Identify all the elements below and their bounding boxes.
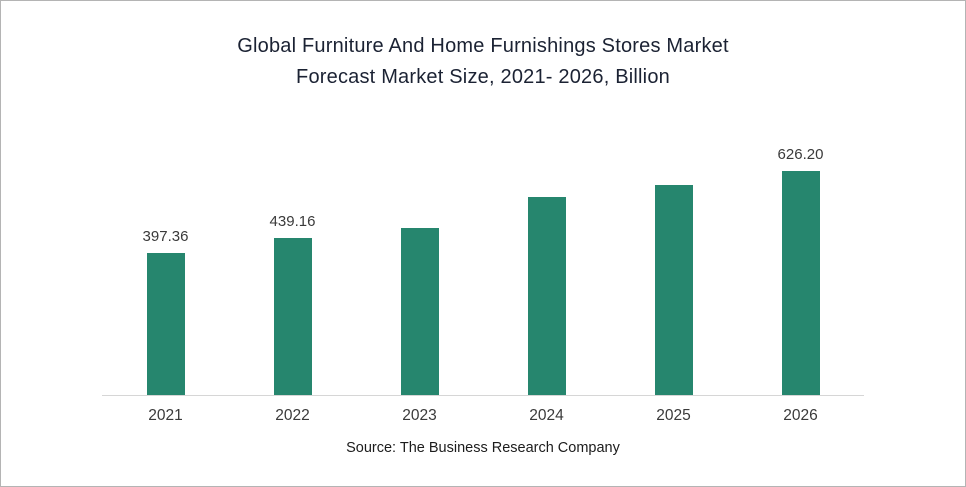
- chart-title-line2: Forecast Market Size, 2021- 2026, Billio…: [296, 66, 670, 88]
- bar: [273, 237, 312, 395]
- chart-title: Global Furniture And Home Furnishings St…: [123, 31, 843, 93]
- bar-value-label: 439.16: [269, 212, 316, 230]
- source-caption: Source: The Business Research Company: [346, 440, 620, 456]
- x-axis-label: 2022: [275, 407, 310, 424]
- bar-group: [483, 172, 610, 395]
- bar: [146, 252, 185, 395]
- bar-value-label: 626.20: [777, 146, 824, 163]
- bar-plot: 397.36 439.16 626.20: [102, 129, 864, 396]
- bar: [781, 171, 820, 395]
- x-axis-label: 2021: [148, 407, 183, 424]
- bar-chart: 397.36 439.16 626.20 2021 2022 2023 2024 2025 2…: [102, 129, 864, 425]
- bar-group: 439.16: [229, 213, 356, 395]
- bar-group: 626.20: [737, 146, 864, 395]
- x-axis-label: 2026: [783, 407, 818, 424]
- x-axis: 2021 2022 2023 2024 2025 2026: [102, 396, 864, 425]
- chart-title-line1: Global Furniture And Home Furnishings St…: [237, 35, 729, 57]
- bar-group: [356, 203, 483, 395]
- bar-group: [610, 160, 737, 395]
- bar-value-label: 397.36: [142, 227, 189, 245]
- x-axis-label: 2023: [402, 407, 437, 424]
- bar: [400, 227, 439, 395]
- x-axis-label: 2024: [529, 407, 564, 424]
- x-axis-label: 2025: [656, 407, 691, 424]
- bar: [654, 185, 693, 395]
- bar: [527, 196, 566, 395]
- bar-group: 397.36: [102, 228, 229, 395]
